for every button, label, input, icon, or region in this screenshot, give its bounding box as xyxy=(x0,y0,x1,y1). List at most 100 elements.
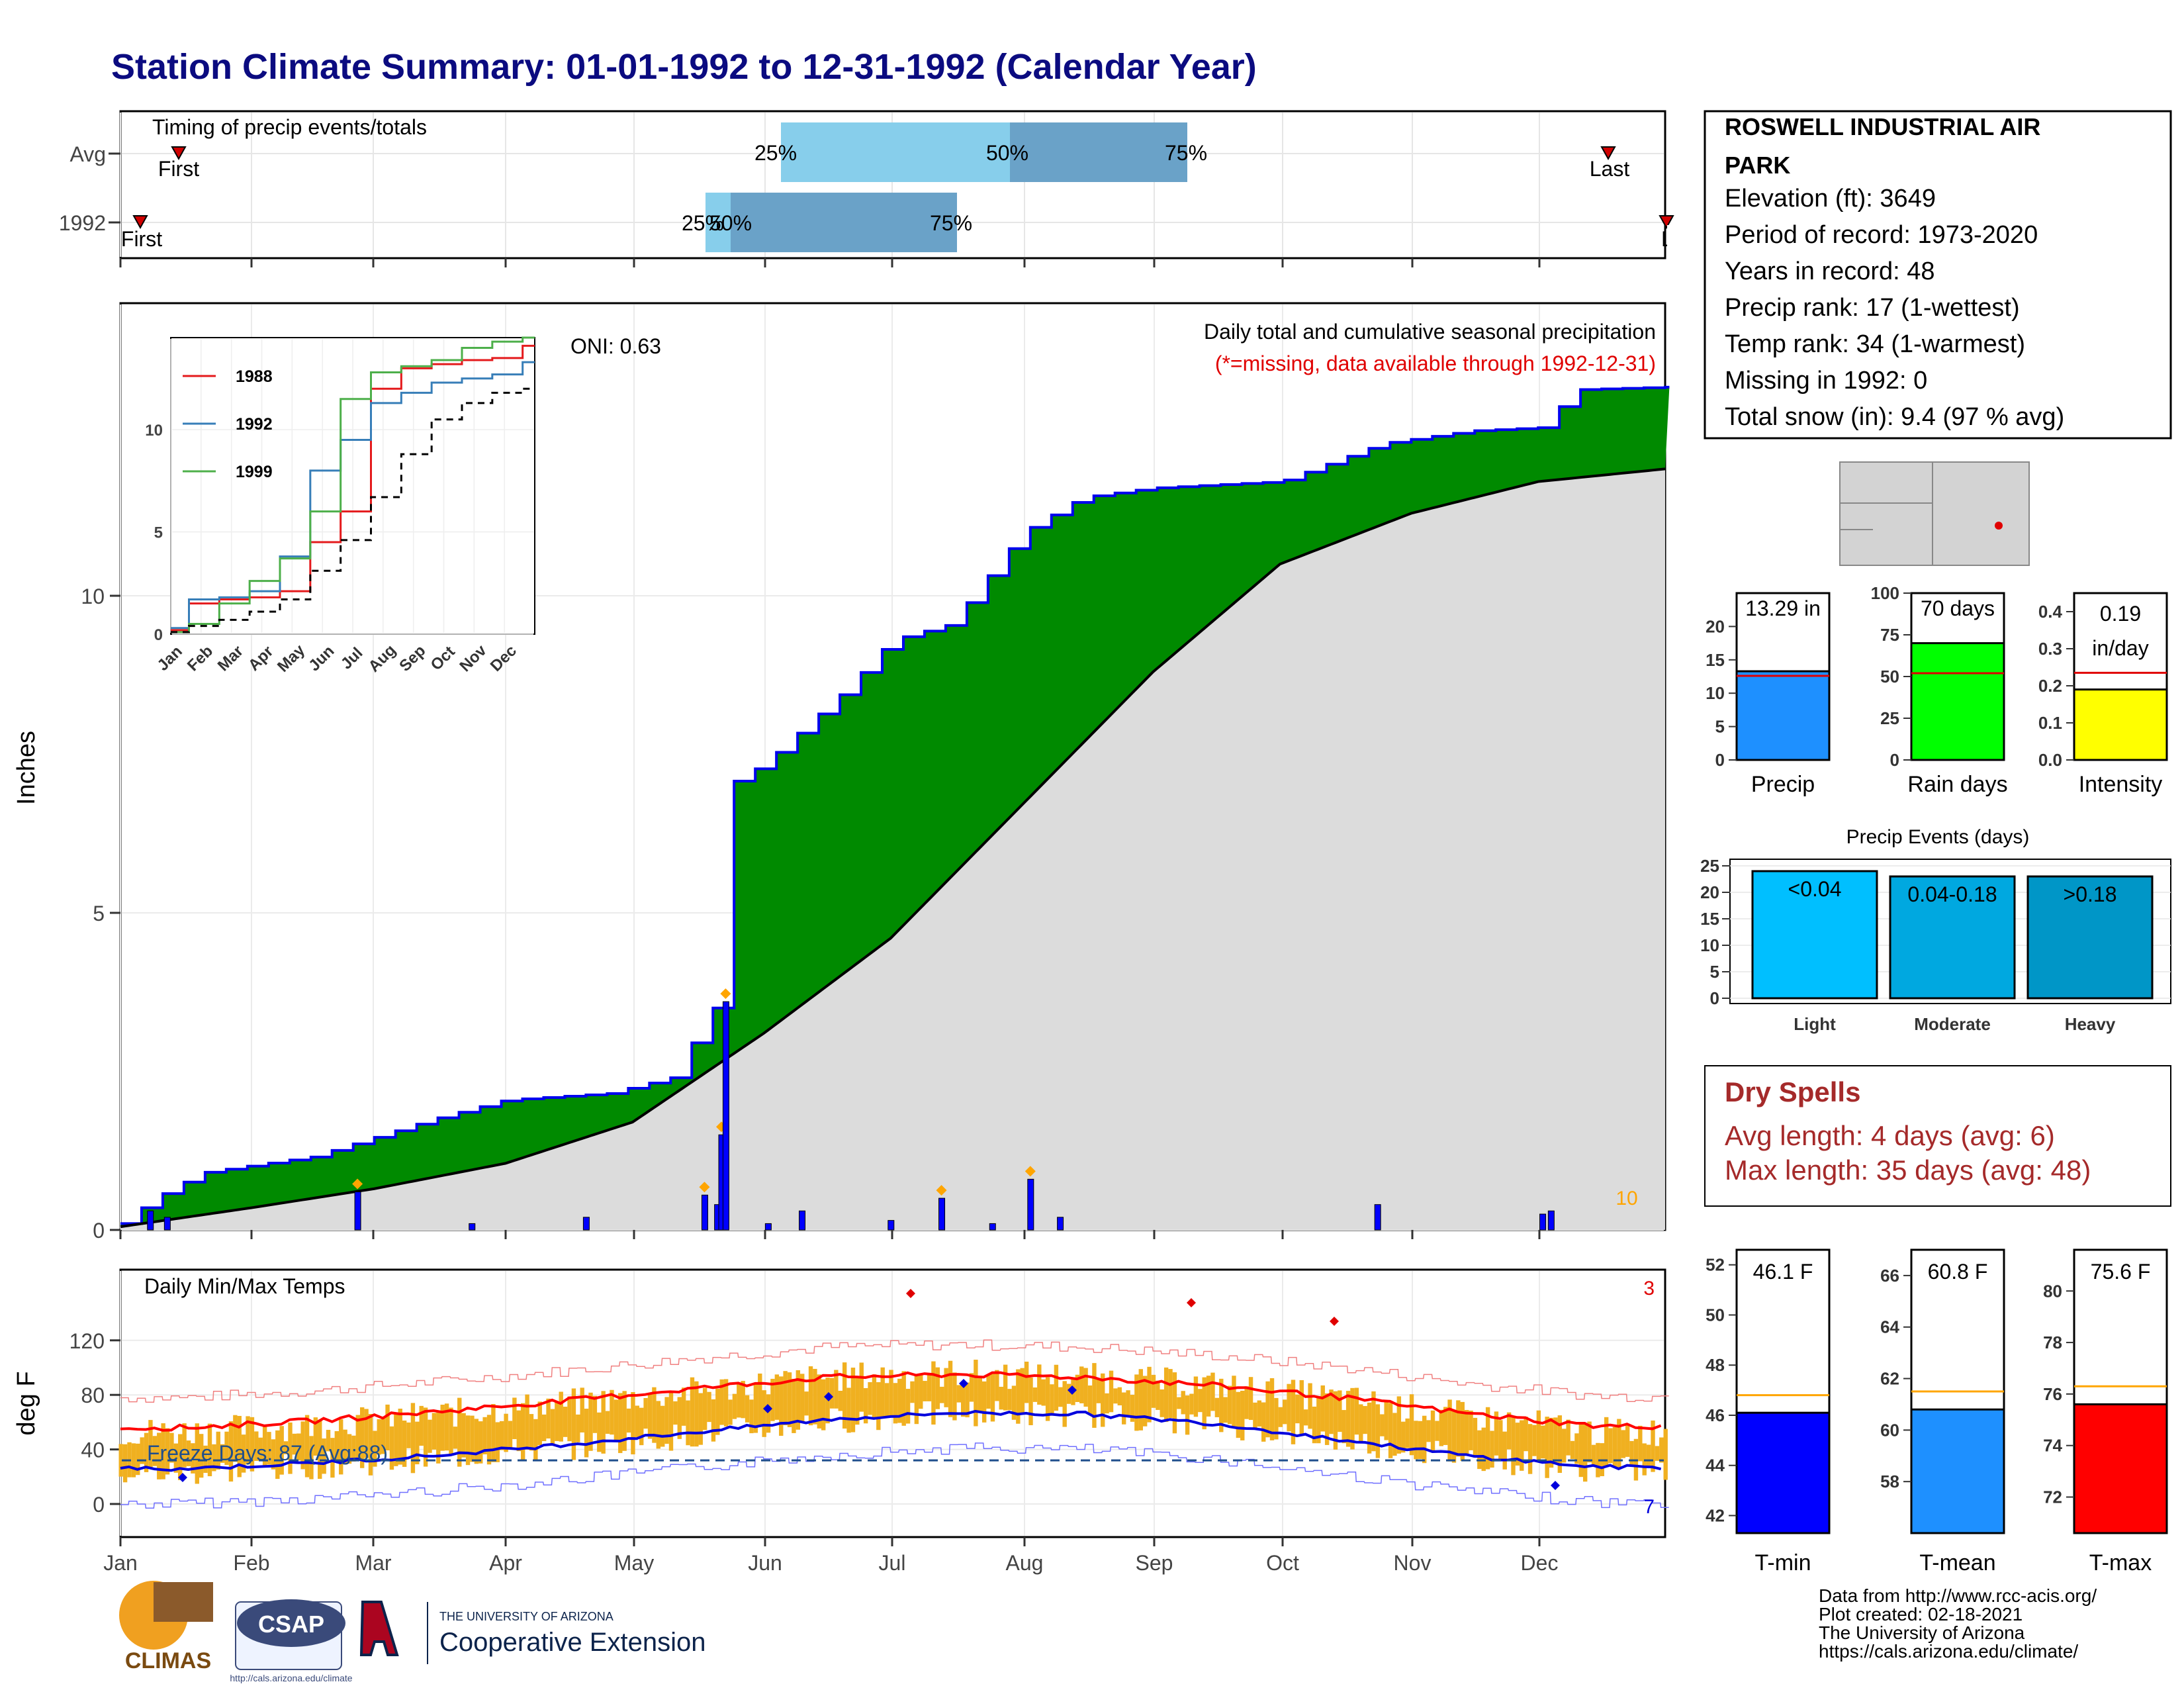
daily-temp-bar xyxy=(965,1382,970,1418)
tmean-tick: 62 xyxy=(1880,1369,1899,1389)
daily-temp-bar xyxy=(267,1432,271,1465)
daily-temp-bar xyxy=(1481,1427,1486,1472)
daily-temp-bar xyxy=(359,1407,365,1468)
rain-days-tick: 50 xyxy=(1880,667,1899,686)
daily-temp-bar xyxy=(1553,1417,1558,1465)
daily-temp-bar xyxy=(639,1407,644,1446)
daily-temp-bar xyxy=(1219,1378,1224,1432)
daily-temp-bar xyxy=(1359,1404,1363,1442)
station-name: PARK xyxy=(1725,152,1790,179)
event-bar-light xyxy=(1751,870,1878,1000)
daily-temp-bar xyxy=(288,1422,293,1474)
precip-subtitle: (*=missing, data available through 1992-… xyxy=(1215,352,1656,375)
event-bar-label: <0.04 xyxy=(1788,877,1842,901)
daily-temp-bar xyxy=(952,1372,957,1421)
daily-temp-bar xyxy=(1079,1366,1084,1403)
tmin-value: 46.1 F xyxy=(1753,1260,1813,1284)
daily-temp-bar xyxy=(1536,1410,1541,1461)
daily-temp-bar xyxy=(1629,1440,1634,1466)
daily-temp-bar xyxy=(956,1385,962,1403)
station-info-box xyxy=(1704,110,2172,440)
daily-temp-bar xyxy=(449,1407,453,1454)
tmean-tick: 66 xyxy=(1880,1266,1899,1286)
daily-temp-bar xyxy=(961,1382,966,1417)
daily-temp-bar xyxy=(1278,1407,1283,1427)
station-name: ROSWELL INDUSTRIAL AIR xyxy=(1725,113,2040,140)
daily-temp-bar xyxy=(495,1422,500,1462)
daily-temp-bar xyxy=(1511,1416,1516,1476)
daily-temp-bar xyxy=(1282,1399,1287,1425)
daily-temp-bar xyxy=(410,1403,416,1474)
daily-temp-bar xyxy=(339,1419,343,1475)
daily-temp-bar xyxy=(737,1382,741,1418)
record-high-marker xyxy=(906,1289,915,1298)
daily-temp-bar xyxy=(1587,1421,1592,1463)
daily-temp-bar xyxy=(157,1432,161,1479)
intensity-label: Intensity xyxy=(2079,772,2163,797)
record-low-marker xyxy=(763,1404,772,1413)
daily-temp-bar xyxy=(1269,1378,1275,1440)
daily-temp-bar xyxy=(1591,1444,1596,1466)
daily-temp-bar xyxy=(1608,1428,1613,1464)
month-label: May xyxy=(614,1551,654,1575)
daily-temp-bar xyxy=(186,1440,191,1466)
daily-temp-bar xyxy=(457,1397,462,1467)
daily-temp-bar xyxy=(258,1437,263,1461)
daily-temp-bar xyxy=(1490,1430,1494,1468)
daily-precip-bar xyxy=(354,1192,361,1231)
record-low-line xyxy=(120,1442,1669,1509)
tmax-bar xyxy=(2073,1403,2168,1534)
temp-title: Daily Min/Max Temps xyxy=(144,1274,345,1298)
daily-temp-bar xyxy=(1604,1417,1609,1466)
daily-temp-bar xyxy=(868,1382,872,1415)
yr-first-marker xyxy=(132,215,148,230)
daily-temp-bar xyxy=(118,1444,123,1477)
yr-q25-label: 25% xyxy=(682,211,724,235)
daily-temp-bar xyxy=(910,1381,915,1403)
daily-temp-bar xyxy=(1291,1380,1296,1444)
daily-temp-bar xyxy=(1405,1418,1410,1448)
daily-precip-bar xyxy=(1547,1210,1555,1231)
daily-temp-bar xyxy=(474,1419,479,1464)
daily-temp-bar xyxy=(1515,1423,1520,1466)
daily-temp-bar xyxy=(364,1409,369,1458)
temp-ylabel: deg F xyxy=(13,1371,40,1435)
daily-temp-bar xyxy=(1020,1368,1024,1414)
month-label: Mar xyxy=(355,1551,391,1575)
daily-temp-bar xyxy=(808,1366,813,1426)
daily-temp-bar xyxy=(1566,1419,1570,1456)
daily-temp-bar xyxy=(1151,1374,1156,1408)
daily-temp-bar xyxy=(1261,1402,1266,1442)
daily-temp-bar xyxy=(732,1393,737,1419)
daily-temp-bar xyxy=(140,1437,144,1464)
daily-temp-bar xyxy=(169,1432,174,1463)
tmin-tick: 44 xyxy=(1706,1456,1725,1476)
daily-temp-bar xyxy=(1163,1367,1169,1423)
daily-temp-bar xyxy=(161,1423,165,1479)
daily-temp-bar xyxy=(1396,1396,1402,1454)
temp-ytick: 80 xyxy=(81,1383,105,1407)
daily-temp-bar xyxy=(1451,1409,1457,1463)
timing-row-avg: Avg xyxy=(69,142,106,166)
snow-marker xyxy=(699,1182,710,1193)
inset-ytick: 5 xyxy=(154,524,163,542)
daily-temp-bar xyxy=(821,1379,826,1430)
daily-temp-bar xyxy=(702,1387,707,1430)
daily-temp-bar xyxy=(834,1370,839,1409)
daily-temp-bar xyxy=(520,1403,525,1461)
daily-temp-bar xyxy=(271,1439,276,1470)
daily-temp-bar xyxy=(762,1390,766,1437)
daily-temp-bar xyxy=(334,1430,340,1463)
events-tick: 0 xyxy=(1710,988,1719,1008)
daily-temp-bar xyxy=(1596,1442,1600,1477)
csap-url: http://cals.arizona.edu/climate xyxy=(230,1673,352,1683)
daily-temp-bar xyxy=(758,1373,762,1427)
daily-temp-bar xyxy=(1532,1425,1537,1456)
rain-days-tick: 75 xyxy=(1880,625,1899,645)
station-info-line: Elevation (ft): 3649 xyxy=(1725,185,1936,212)
daily-temp-bar xyxy=(919,1375,923,1409)
daily-temp-bar xyxy=(872,1374,877,1419)
daily-temp-bar xyxy=(292,1433,297,1455)
record-low-count: 7 xyxy=(1643,1496,1655,1518)
daily-temp-bar xyxy=(440,1404,445,1451)
